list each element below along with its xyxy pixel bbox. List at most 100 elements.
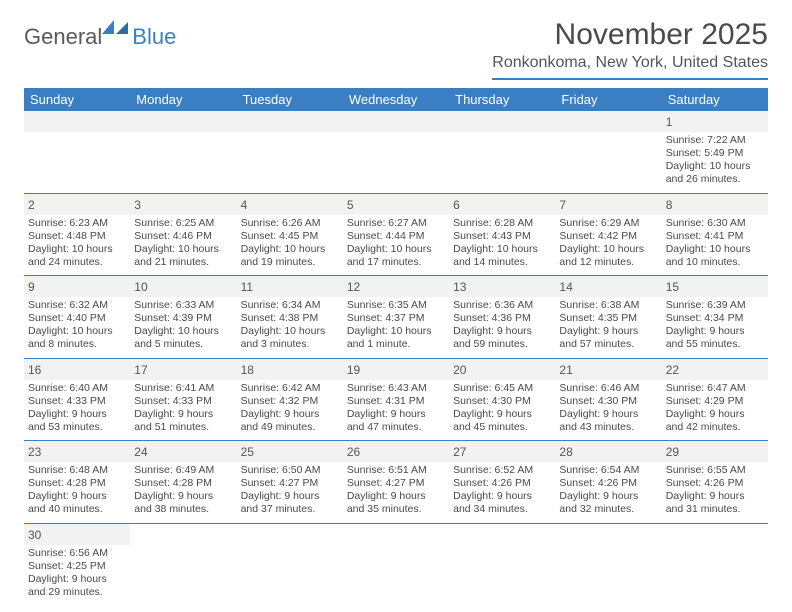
day-number: 24 bbox=[134, 443, 232, 461]
sunrise-text: Sunrise: 7:22 AM bbox=[666, 134, 764, 147]
day-number: 4 bbox=[241, 196, 339, 214]
location-subtitle: Ronkonkoma, New York, United States bbox=[492, 54, 768, 80]
calendar-cell: 20Sunrise: 6:45 AMSunset: 4:30 PMDayligh… bbox=[449, 358, 555, 441]
sunset-text: Sunset: 4:40 PM bbox=[28, 312, 126, 325]
sunrise-text: Sunrise: 6:35 AM bbox=[347, 299, 445, 312]
daylight-text: Daylight: 9 hours and 31 minutes. bbox=[666, 490, 764, 516]
sunset-text: Sunset: 4:37 PM bbox=[347, 312, 445, 325]
daylight-text: Daylight: 10 hours and 10 minutes. bbox=[666, 243, 764, 269]
day-header: Monday bbox=[130, 88, 236, 111]
sunrise-text: Sunrise: 6:55 AM bbox=[666, 464, 764, 477]
sunrise-text: Sunrise: 6:27 AM bbox=[347, 217, 445, 230]
calendar-cell: 17Sunrise: 6:41 AMSunset: 4:33 PMDayligh… bbox=[130, 358, 236, 441]
daylight-text: Daylight: 10 hours and 12 minutes. bbox=[559, 243, 657, 269]
sunrise-text: Sunrise: 6:40 AM bbox=[28, 382, 126, 395]
calendar-row: 1 Sunrise: 7:22 AMSunset: 5:49 PMDaylight… bbox=[24, 111, 768, 193]
daylight-text: Daylight: 9 hours and 59 minutes. bbox=[453, 325, 551, 351]
sunset-text: Sunset: 4:39 PM bbox=[134, 312, 232, 325]
day-number: 22 bbox=[666, 361, 764, 379]
header: General Blue November 2025 Ronkonkoma, N… bbox=[24, 18, 768, 80]
day-number: 23 bbox=[28, 443, 126, 461]
sunrise-text: Sunrise: 6:33 AM bbox=[134, 299, 232, 312]
sunrise-text: Sunrise: 6:23 AM bbox=[28, 217, 126, 230]
day-number: 1 bbox=[666, 113, 764, 131]
sunset-text: Sunset: 4:27 PM bbox=[347, 477, 445, 490]
day-number: 19 bbox=[347, 361, 445, 379]
day-number: 28 bbox=[559, 443, 657, 461]
calendar-cell: 14Sunrise: 6:38 AMSunset: 4:35 PMDayligh… bbox=[555, 276, 661, 359]
calendar-cell: 18Sunrise: 6:42 AMSunset: 4:32 PMDayligh… bbox=[237, 358, 343, 441]
sunrise-text: Sunrise: 6:54 AM bbox=[559, 464, 657, 477]
daylight-text: Daylight: 9 hours and 35 minutes. bbox=[347, 490, 445, 516]
day-number: 10 bbox=[134, 278, 232, 296]
sunrise-text: Sunrise: 6:36 AM bbox=[453, 299, 551, 312]
sunrise-text: Sunrise: 6:51 AM bbox=[347, 464, 445, 477]
day-number: 14 bbox=[559, 278, 657, 296]
daylight-text: Daylight: 9 hours and 37 minutes. bbox=[241, 490, 339, 516]
sunset-text: Sunset: 4:30 PM bbox=[559, 395, 657, 408]
sunset-text: Sunset: 4:29 PM bbox=[666, 395, 764, 408]
sunset-text: Sunset: 4:46 PM bbox=[134, 230, 232, 243]
calendar-cell: 1 Sunrise: 7:22 AMSunset: 5:49 PMDaylight… bbox=[662, 111, 768, 193]
page-title: November 2025 bbox=[492, 18, 768, 52]
day-header: Friday bbox=[555, 88, 661, 111]
day-number: 11 bbox=[241, 278, 339, 296]
sunset-text: Sunset: 4:33 PM bbox=[28, 395, 126, 408]
calendar-cell-empty bbox=[343, 523, 449, 605]
daylight-text: Daylight: 10 hours and 1 minute. bbox=[347, 325, 445, 351]
calendar-cell: 16Sunrise: 6:40 AMSunset: 4:33 PMDayligh… bbox=[24, 358, 130, 441]
logo-text-general: General bbox=[24, 24, 102, 50]
calendar-row: 9Sunrise: 6:32 AMSunset: 4:40 PMDaylight… bbox=[24, 276, 768, 359]
calendar-row: 2 Sunrise: 6:23 AMSunset: 4:48 PM Daylight… bbox=[24, 193, 768, 276]
calendar-cell-empty bbox=[24, 111, 130, 193]
calendar-cell-empty bbox=[237, 111, 343, 193]
sunrise-text: Sunrise: 6:48 AM bbox=[28, 464, 126, 477]
day-number: 17 bbox=[134, 361, 232, 379]
title-block: November 2025 Ronkonkoma, New York, Unit… bbox=[492, 18, 768, 80]
calendar-cell: 29Sunrise: 6:55 AMSunset: 4:26 PMDayligh… bbox=[662, 441, 768, 524]
sunset-text: Sunset: 4:31 PM bbox=[347, 395, 445, 408]
day-header: Tuesday bbox=[237, 88, 343, 111]
sunrise-text: Sunrise: 6:38 AM bbox=[559, 299, 657, 312]
day-number: 26 bbox=[347, 443, 445, 461]
sunrise-text: Sunrise: 6:41 AM bbox=[134, 382, 232, 395]
daylight-text: Daylight: 10 hours and 21 minutes. bbox=[134, 243, 232, 269]
day-number: 7 bbox=[559, 196, 657, 214]
day-number: 12 bbox=[347, 278, 445, 296]
day-number: 13 bbox=[453, 278, 551, 296]
calendar-cell: 30Sunrise: 6:56 AMSunset: 4:25 PMDayligh… bbox=[24, 523, 130, 605]
sunset-text: Sunset: 5:49 PM bbox=[666, 147, 764, 160]
daylight-text: Daylight: 9 hours and 53 minutes. bbox=[28, 408, 126, 434]
sunrise-text: Sunrise: 6:56 AM bbox=[28, 547, 126, 560]
sunrise-text: Sunrise: 6:28 AM bbox=[453, 217, 551, 230]
calendar-cell: 10Sunrise: 6:33 AMSunset: 4:39 PMDayligh… bbox=[130, 276, 236, 359]
sunrise-text: Sunrise: 6:52 AM bbox=[453, 464, 551, 477]
sunset-text: Sunset: 4:35 PM bbox=[559, 312, 657, 325]
day-number: 8 bbox=[666, 196, 764, 214]
calendar-cell: 7Sunrise: 6:29 AMSunset: 4:42 PMDaylight… bbox=[555, 193, 661, 276]
calendar-cell-empty bbox=[343, 111, 449, 193]
day-header: Wednesday bbox=[343, 88, 449, 111]
sunrise-text: Sunrise: 6:34 AM bbox=[241, 299, 339, 312]
calendar-cell-empty bbox=[449, 523, 555, 605]
calendar-cell: 9Sunrise: 6:32 AMSunset: 4:40 PMDaylight… bbox=[24, 276, 130, 359]
calendar-cell: 28Sunrise: 6:54 AMSunset: 4:26 PMDayligh… bbox=[555, 441, 661, 524]
daylight-text: Daylight: 10 hours and 26 minutes. bbox=[666, 160, 764, 186]
day-number: 27 bbox=[453, 443, 551, 461]
logo-sail-icon bbox=[102, 20, 130, 34]
sunrise-text: Sunrise: 6:30 AM bbox=[666, 217, 764, 230]
day-number: 2 bbox=[28, 196, 126, 214]
daylight-text: Daylight: 9 hours and 34 minutes. bbox=[453, 490, 551, 516]
daylight-text: Daylight: 9 hours and 47 minutes. bbox=[347, 408, 445, 434]
daylight-text: Daylight: 9 hours and 49 minutes. bbox=[241, 408, 339, 434]
day-header: Sunday bbox=[24, 88, 130, 111]
sunrise-text: Sunrise: 6:42 AM bbox=[241, 382, 339, 395]
sunset-text: Sunset: 4:38 PM bbox=[241, 312, 339, 325]
sunset-text: Sunset: 4:26 PM bbox=[559, 477, 657, 490]
sunset-text: Sunset: 4:48 PM bbox=[28, 230, 126, 243]
daylight-text: Daylight: 9 hours and 45 minutes. bbox=[453, 408, 551, 434]
day-number: 9 bbox=[28, 278, 126, 296]
calendar-cell-empty bbox=[555, 523, 661, 605]
calendar-cell-empty bbox=[449, 111, 555, 193]
calendar-cell: 27Sunrise: 6:52 AMSunset: 4:26 PMDayligh… bbox=[449, 441, 555, 524]
